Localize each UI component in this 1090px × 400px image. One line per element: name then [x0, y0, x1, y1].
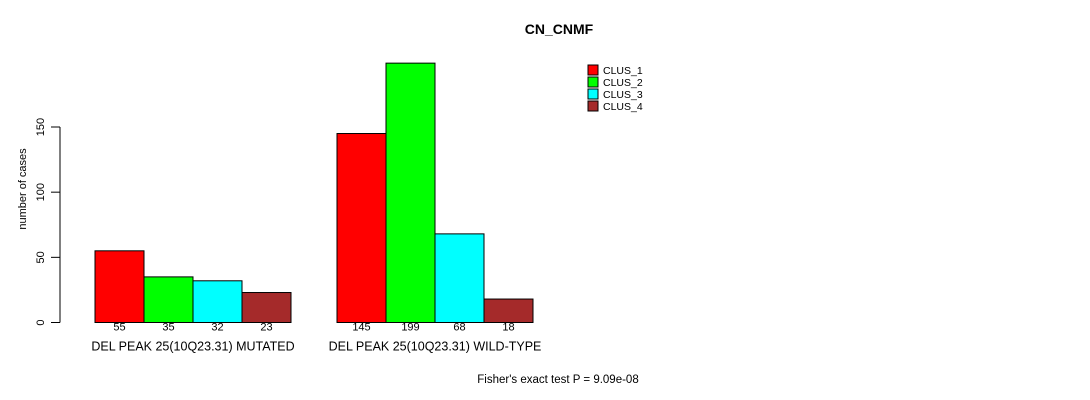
bar-value-label: 35 — [162, 322, 174, 334]
y-tick-label: 100 — [35, 183, 47, 201]
bar-clus_3 — [192, 280, 243, 323]
stat-annotation: Fisher's exact test P = 9.09e-08 — [477, 374, 638, 386]
bar-clus_4 — [241, 292, 292, 324]
bar-clus_1 — [336, 133, 387, 323]
legend-swatch-clus_2 — [587, 76, 599, 88]
y-axis: 0 50 100 150 — [35, 118, 61, 326]
y-axis-label: number of cases — [17, 148, 29, 230]
legend-label: CLUS_4 — [603, 101, 643, 113]
legend-swatch-clus_1 — [587, 64, 599, 76]
bar-clus_3 — [434, 233, 485, 323]
group-label: DEL PEAK 25(10Q23.31) WILD-TYPE — [329, 340, 542, 354]
bar-value-label: 23 — [260, 322, 272, 334]
legend-label: CLUS_2 — [603, 77, 643, 89]
bar-value-label: 68 — [453, 322, 465, 334]
bar-value-label: 145 — [352, 322, 370, 334]
bar-value-label: 18 — [502, 322, 514, 334]
y-tick-label: 150 — [35, 118, 47, 136]
y-tick-label: 50 — [35, 251, 47, 263]
bar-clus_1 — [94, 250, 145, 323]
bar-value-label: 32 — [211, 322, 223, 334]
legend-label: CLUS_3 — [603, 89, 643, 101]
chart-title: CN_CNMF — [525, 21, 594, 37]
y-tick-label: 0 — [35, 319, 47, 325]
legend-swatch-clus_3 — [587, 88, 599, 100]
bar-value-label: 55 — [113, 322, 125, 334]
bar-clus_2 — [385, 62, 436, 324]
bar-clus_2 — [143, 276, 194, 323]
legend-swatch-clus_4 — [587, 100, 599, 112]
bars-layer: 55 35 32 23 DEL PEAK 25(10Q23.31) MUTATED 145… — [91, 62, 542, 354]
bar-value-label: 199 — [401, 322, 419, 334]
legend-label: CLUS_1 — [603, 65, 643, 77]
group-label: DEL PEAK 25(10Q23.31) MUTATED — [91, 340, 294, 354]
bar-clus_4 — [483, 298, 534, 324]
